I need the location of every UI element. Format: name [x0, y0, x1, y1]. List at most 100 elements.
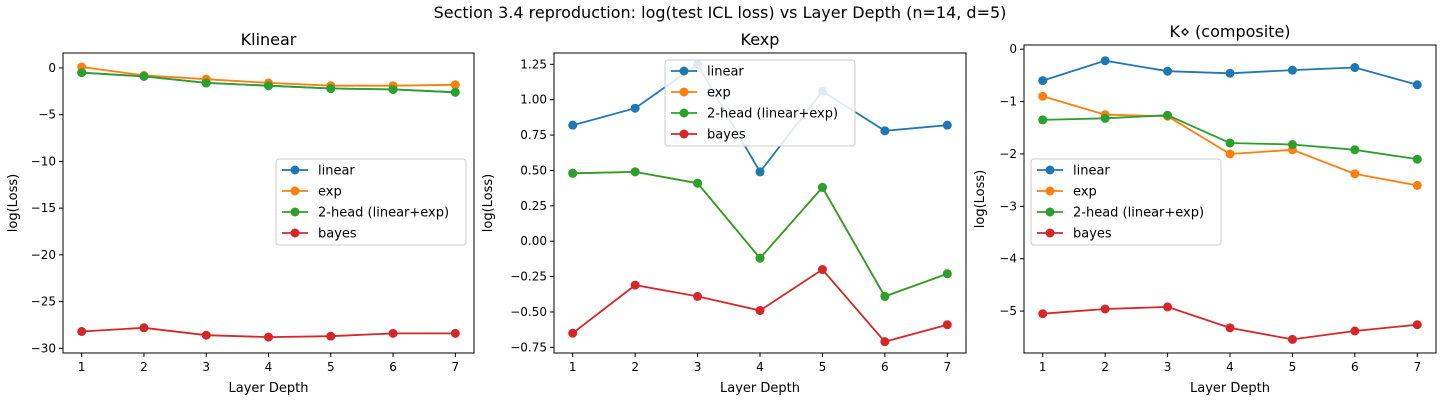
data-point	[1100, 304, 1110, 314]
y-tick-label: 1.00	[520, 93, 547, 107]
y-tick-label: 0	[48, 61, 56, 75]
data-point	[942, 120, 952, 130]
legend: linear exp 2-head (linear+exp) bayes	[664, 59, 856, 147]
series-line	[572, 170, 948, 298]
series-1	[1038, 56, 1422, 90]
legend-marker	[290, 186, 300, 196]
data-point	[942, 320, 952, 330]
x-tick-label: 4	[265, 360, 273, 374]
legend-marker	[679, 87, 689, 97]
data-point	[880, 291, 890, 301]
y-tick-label: −20	[31, 248, 56, 262]
data-point	[755, 167, 765, 177]
data-point	[630, 280, 640, 290]
chart-panel-2: Kexp 1 2 3 4 5 6 7 1.25 1.00 0.75 0.50 0.25 0.00 −0.25…	[481, 30, 967, 396]
y-tick-label: 0.00	[520, 234, 547, 248]
series-4	[77, 323, 460, 342]
series-3	[1038, 110, 1422, 164]
legend-label: bayes	[1073, 227, 1112, 242]
data-point	[450, 80, 460, 90]
x-tick-label: 2	[140, 360, 148, 374]
data-point	[1100, 113, 1110, 123]
data-point	[755, 253, 765, 263]
data-point	[568, 120, 578, 130]
y-axis-label: log(Loss)	[481, 174, 496, 232]
legend: linear exp 2-head (linear+exp) bayes	[1030, 158, 1222, 246]
x-tick-label: 3	[694, 360, 702, 374]
legend-label: bayes	[707, 128, 746, 143]
data-point	[817, 182, 827, 192]
x-tick-label: 5	[819, 360, 827, 374]
data-point	[326, 84, 336, 94]
data-point	[755, 306, 765, 316]
data-point	[77, 327, 87, 337]
data-point	[77, 68, 87, 78]
data-point	[1038, 76, 1048, 86]
y-tick-label: −5	[38, 108, 56, 122]
y-tick-label: −30	[31, 341, 56, 355]
legend-marker	[290, 207, 300, 217]
y-tick-label: −0.25	[510, 270, 547, 284]
x-tick-label: 1	[78, 360, 86, 374]
data-point	[880, 337, 890, 347]
data-point	[1225, 323, 1235, 333]
data-point	[1412, 320, 1422, 330]
x-tick-label: 6	[389, 360, 397, 374]
data-point	[1287, 65, 1297, 75]
legend-marker	[1045, 207, 1055, 217]
y-tick-label: −4	[999, 252, 1017, 266]
y-tick-label: −10	[31, 154, 56, 168]
legend-marker	[290, 165, 300, 175]
data-point	[1350, 326, 1360, 336]
x-tick-label: 7	[451, 360, 459, 374]
data-point	[693, 291, 703, 301]
data-point	[1163, 66, 1173, 76]
legend-marker	[290, 228, 300, 238]
x-tick-label: 2	[631, 360, 639, 374]
data-point	[1225, 149, 1235, 159]
data-point	[450, 87, 460, 97]
legend-marker	[1045, 228, 1055, 238]
series-3	[77, 68, 460, 97]
data-point	[1412, 80, 1422, 90]
chart-title: K⋄ (composite)	[1169, 22, 1290, 41]
x-tick-label: 7	[1413, 360, 1421, 374]
x-axis-label: Layer Depth	[229, 381, 309, 396]
data-point	[326, 331, 336, 341]
series-line	[572, 268, 948, 343]
y-tick-label: −25	[31, 295, 56, 309]
data-point	[388, 84, 398, 94]
legend-marker	[679, 108, 689, 118]
y-tick-label: −15	[31, 201, 56, 215]
y-tick-label: −3	[999, 199, 1017, 213]
data-point	[568, 328, 578, 338]
data-point	[630, 103, 640, 113]
legend-label: exp	[1073, 185, 1097, 200]
y-axis-label: log(Loss)	[6, 174, 21, 232]
data-point	[1350, 169, 1360, 179]
series-2	[568, 167, 952, 301]
series-line	[572, 170, 948, 298]
x-tick-label: 7	[943, 360, 951, 374]
data-point	[1100, 56, 1110, 66]
data-point	[1038, 309, 1048, 319]
data-point	[139, 323, 149, 333]
x-tick-label: 4	[1226, 360, 1234, 374]
y-tick-label: 0.50	[520, 163, 547, 177]
data-point	[1225, 138, 1235, 148]
x-tick-label: 3	[202, 360, 210, 374]
x-tick-label: 6	[881, 360, 889, 374]
data-point	[568, 168, 578, 178]
x-axis-label: Layer Depth	[720, 381, 800, 396]
data-point	[693, 178, 703, 188]
legend-label: 2-head (linear+exp)	[1073, 206, 1204, 221]
series-line	[1042, 305, 1418, 341]
data-point	[1163, 302, 1173, 312]
legend-label: linear	[1073, 164, 1110, 179]
y-axis-label: log(Loss)	[973, 170, 988, 228]
data-point	[1350, 145, 1360, 155]
legend-marker	[679, 129, 689, 139]
chart-title: Klinear	[241, 30, 297, 49]
data-point	[1350, 63, 1360, 73]
